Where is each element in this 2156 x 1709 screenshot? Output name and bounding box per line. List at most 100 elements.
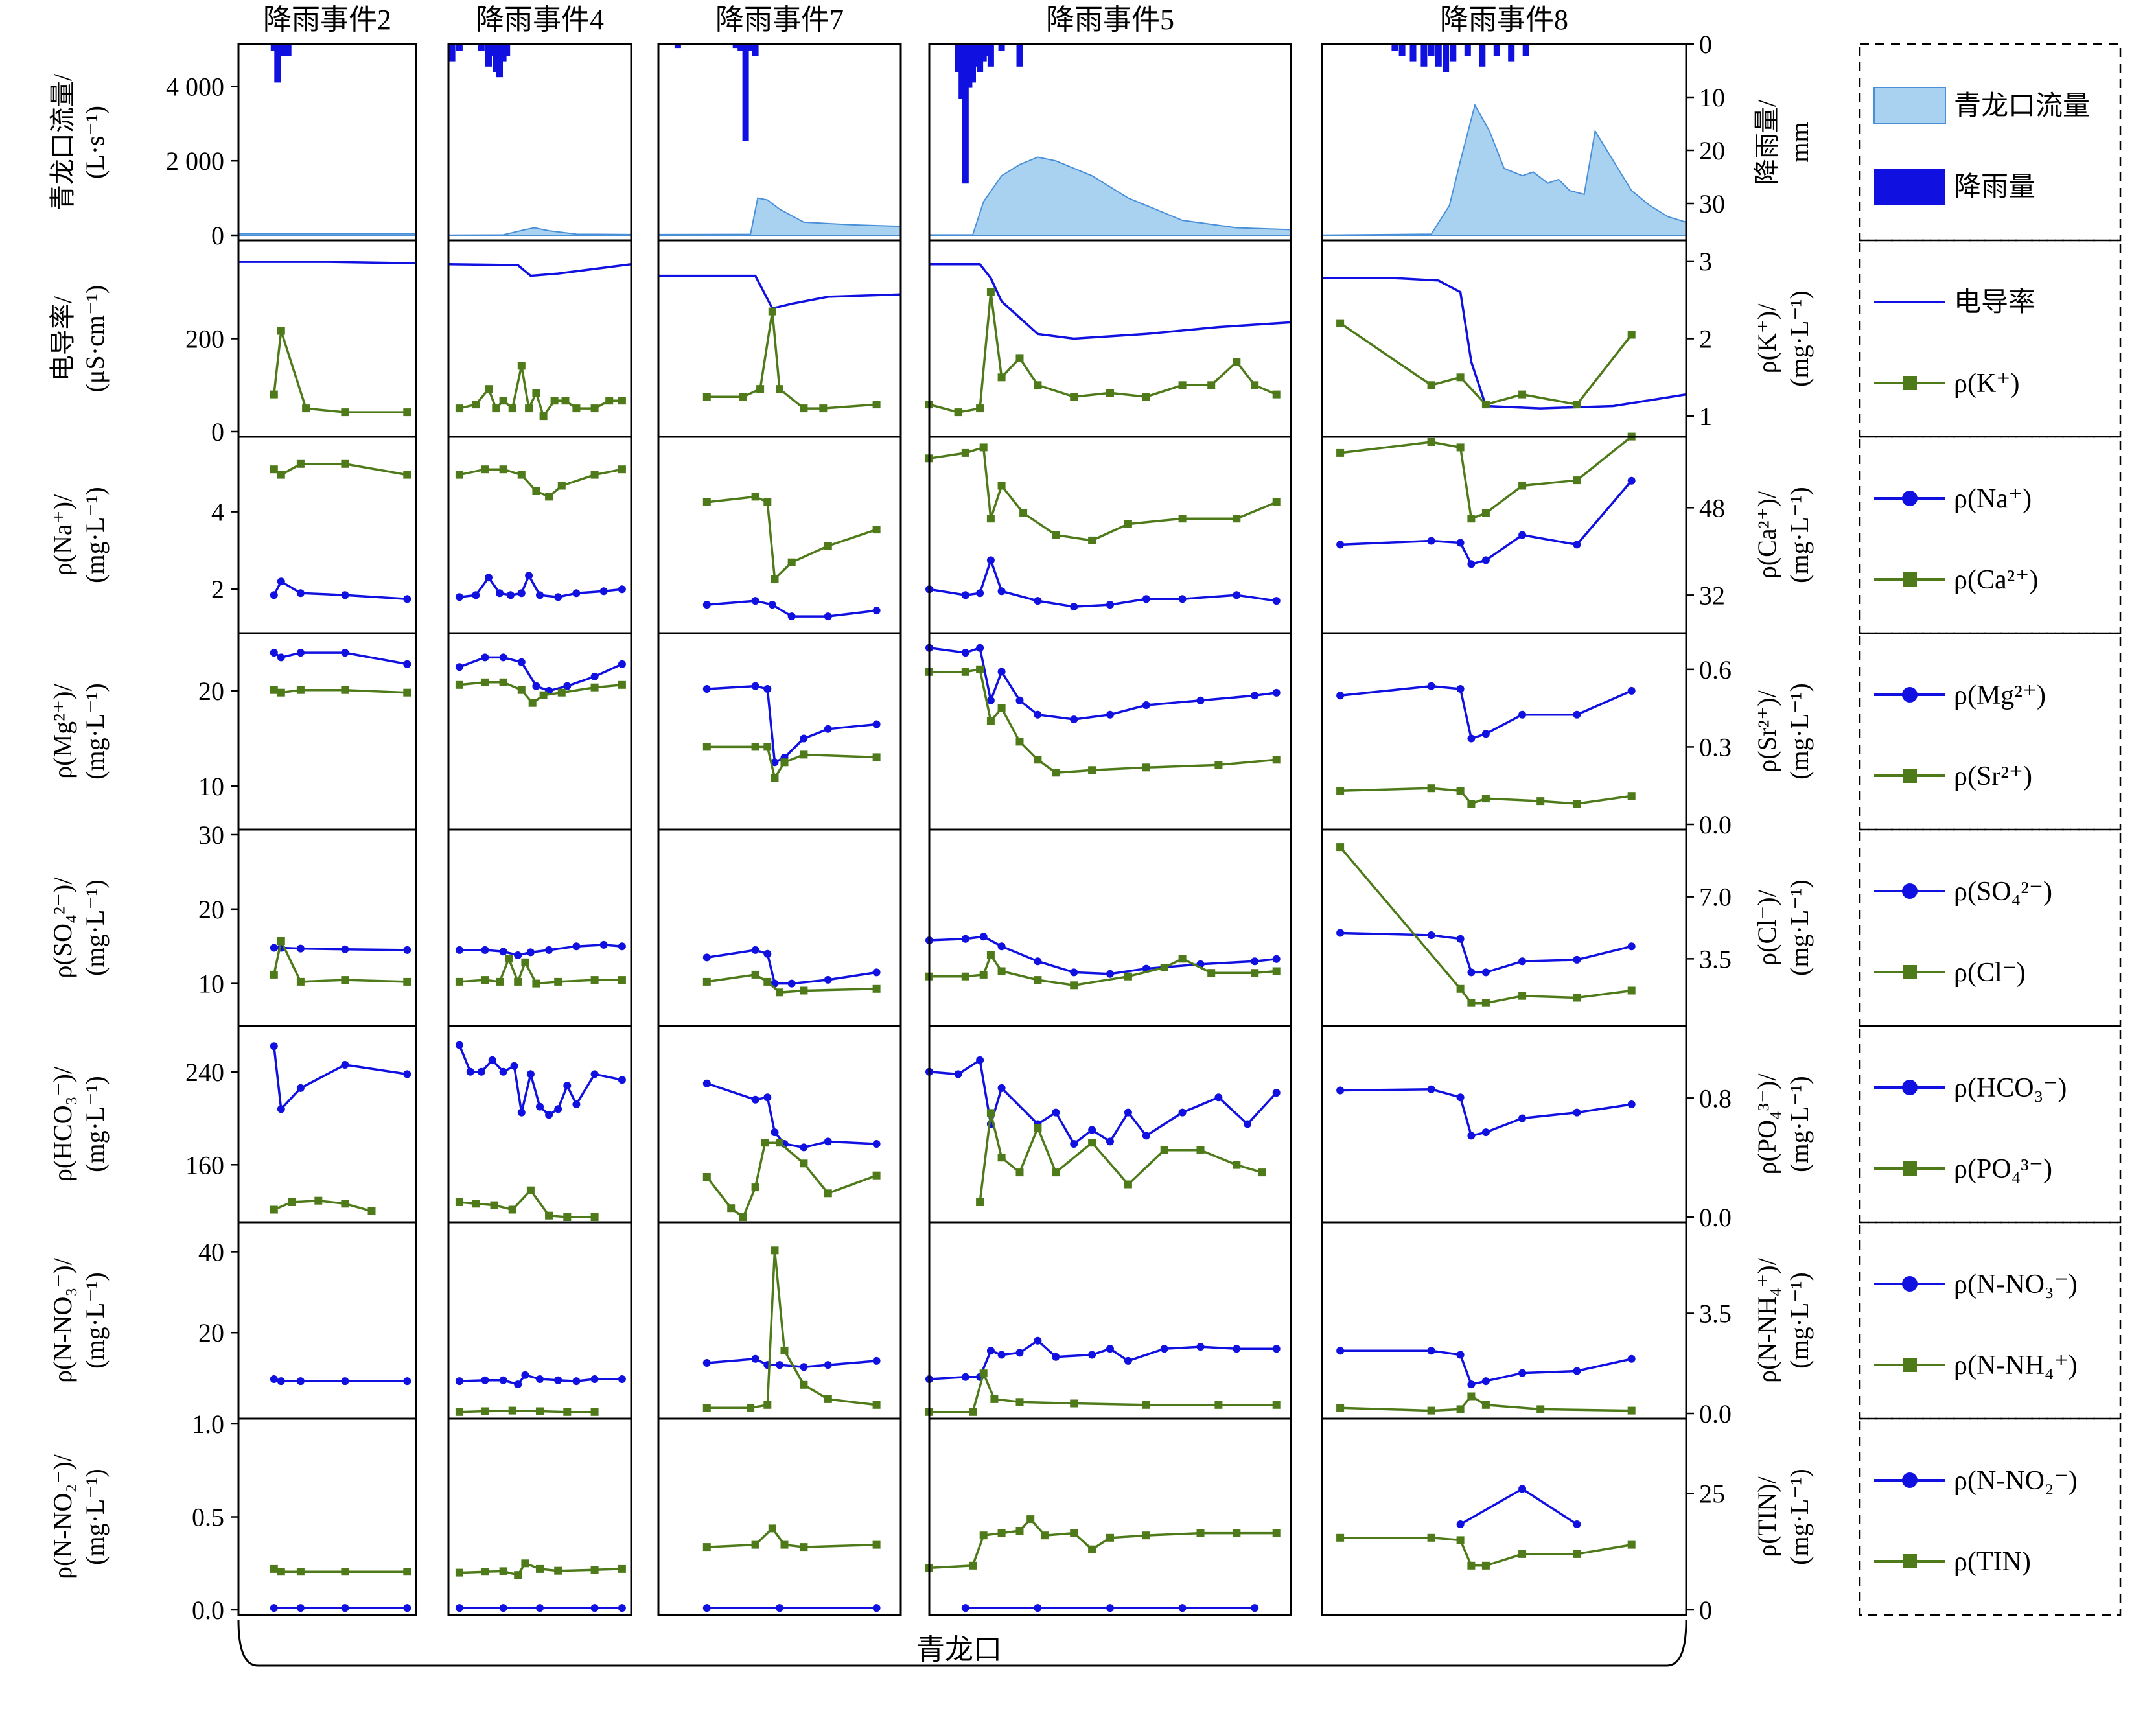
left-series-line <box>1340 931 1632 974</box>
right-series-point <box>751 1540 759 1549</box>
left-tick-label: 0.0 <box>192 1596 224 1625</box>
left-tick-label: 20 <box>198 1318 224 1347</box>
right-series-point <box>455 1568 463 1577</box>
right-tick-label: 0 <box>1699 1596 1712 1625</box>
rain-bar <box>1443 45 1450 72</box>
right-series-point <box>1070 981 1078 990</box>
right-series-point <box>536 1564 544 1573</box>
left-series-point <box>872 1604 881 1612</box>
left-series-point <box>296 649 305 657</box>
rain-bar <box>1508 45 1515 62</box>
right-series-point <box>768 1524 776 1533</box>
right-axis-title: ρ(K⁺)/ <box>1752 303 1781 374</box>
right-series-point <box>1481 795 1490 803</box>
right-series-point <box>1272 967 1281 975</box>
left-series-point <box>403 946 411 954</box>
site-footer: 青龙口 <box>237 1620 1687 1667</box>
right-axis-title: ρ(Cl⁻)/ <box>1752 889 1781 966</box>
left-series-point <box>1427 537 1435 545</box>
right-series-point <box>986 717 995 725</box>
left-tick-label: 10 <box>198 772 224 801</box>
legend-label: ρ(Ca²⁺) <box>1954 565 2038 595</box>
left-series-point <box>1336 1347 1345 1355</box>
left-tick-label: 40 <box>198 1237 224 1266</box>
left-series-line <box>706 599 877 618</box>
right-series-point <box>403 977 411 986</box>
legend-label: 青龙口流量 <box>1954 91 2090 121</box>
left-axis-title: (mg·L⁻¹) <box>80 1076 110 1172</box>
right-series-point <box>341 976 349 984</box>
left-series-point <box>997 1084 1006 1092</box>
right-series-point <box>1052 531 1060 539</box>
left-series-point <box>403 1070 411 1078</box>
left-series-point <box>403 660 411 668</box>
rain-bar <box>969 45 976 83</box>
left-series-point <box>1518 1114 1527 1122</box>
panel-r7-e3 <box>925 1417 1292 1616</box>
left-tick-label: 4 <box>211 498 224 527</box>
left-series-point <box>1070 715 1078 724</box>
right-series-point <box>1070 1529 1078 1537</box>
left-series-point <box>572 1100 581 1108</box>
right-series-point <box>763 977 772 986</box>
rain-bar <box>274 45 281 83</box>
left-series-point <box>499 1376 507 1384</box>
legend-square-marker <box>1903 376 1917 390</box>
left-series-point <box>526 1070 535 1078</box>
event-header: 降雨事件8 <box>1440 4 1568 36</box>
left-series-line <box>929 1058 1277 1146</box>
panel-frame <box>1321 436 1687 634</box>
panel-frame <box>928 1417 1292 1616</box>
left-axis-title: (μS·cm⁻¹) <box>80 285 110 393</box>
panel-r3-e1 <box>447 632 632 831</box>
right-series-point <box>288 1198 296 1206</box>
right-series-point <box>1034 381 1042 389</box>
right-axis-title: mm <box>1785 122 1814 162</box>
left-series-point <box>1106 1137 1114 1146</box>
left-series-point <box>768 601 776 609</box>
left-tick-label: 200 <box>185 325 224 354</box>
right-series-line <box>706 311 877 410</box>
left-series-line <box>1340 1349 1632 1386</box>
legend-circle-marker <box>1902 491 1918 506</box>
right-axis-title: (mg·L⁻¹) <box>1785 487 1814 583</box>
right-series-point <box>990 1395 999 1403</box>
rain-bar <box>958 45 966 99</box>
right-series-point <box>1015 738 1024 746</box>
right-series-point <box>702 977 711 986</box>
panel-frame <box>928 1221 1292 1420</box>
right-series-point <box>270 1564 278 1573</box>
left-series-point <box>488 1056 496 1064</box>
event-header: 降雨事件5 <box>1046 4 1174 36</box>
right-series-point <box>1214 1401 1223 1409</box>
right-series-point <box>976 665 984 673</box>
left-axis-title: (mg·L⁻¹) <box>80 879 110 976</box>
rain-bar <box>980 45 987 62</box>
right-series-point <box>1207 969 1216 977</box>
right-series-point <box>270 465 278 474</box>
right-axis-title: (mg·L⁻¹) <box>1785 290 1814 387</box>
right-series-point <box>481 678 489 686</box>
left-series-point <box>1052 1108 1060 1117</box>
right-series-point <box>492 404 500 413</box>
left-series-point <box>1467 1380 1476 1389</box>
legend-box-1: 电导率 ρ(K⁺) <box>1859 239 2122 438</box>
panel-r5-e2 <box>657 1025 902 1224</box>
left-series-point <box>499 1067 507 1076</box>
right-tick-label: 0 <box>1699 30 1712 59</box>
legend-label: ρ(N-NH₄⁺) <box>1954 1351 2078 1380</box>
right-series-point <box>747 1404 755 1412</box>
left-tick-label: 4 000 <box>166 72 224 101</box>
right-series-point <box>1124 520 1132 528</box>
right-series-point <box>1336 1533 1345 1542</box>
left-series-point <box>1272 688 1281 697</box>
left-series-point <box>455 663 463 671</box>
right-series-point <box>1456 443 1465 452</box>
right-series-point <box>1456 1405 1465 1413</box>
right-series-point <box>403 688 411 697</box>
right-tick-label: 2 <box>1699 325 1712 354</box>
right-series-point <box>997 704 1006 712</box>
left-series-point <box>1518 710 1527 719</box>
legend-circle-marker <box>1902 1080 1918 1095</box>
